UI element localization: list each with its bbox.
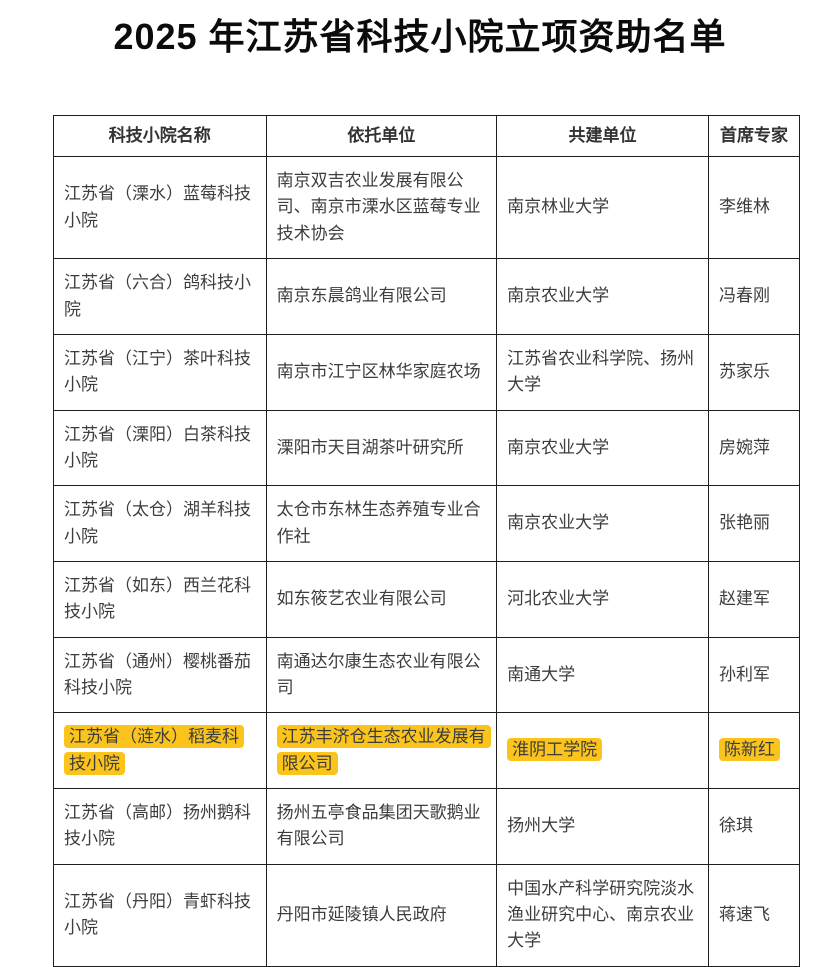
table-cell: 江苏省农业科学院、扬州大学	[496, 333, 709, 411]
table-row: 江苏省（高邮）扬州鹅科技小院 扬州五亭食品集团天歌鹅业有限公司 扬州大学 徐琪	[53, 787, 801, 865]
table-cell: 江苏省（太仓）湖羊科技小院	[53, 485, 267, 562]
highlight-mark: 陈新红	[718, 738, 780, 762]
table-cell: 如东筱艺农业有限公司	[265, 560, 498, 638]
table-cell: 苏家乐	[707, 333, 801, 411]
header-cell: 首席专家	[707, 114, 801, 158]
table-row: 江苏省（如东）西兰花科技小院 如东筱艺农业有限公司 河北农业大学 赵建军	[53, 560, 801, 638]
table-cell: 扬州大学	[496, 787, 709, 865]
table-cell: 徐琪	[707, 787, 801, 865]
header-cell: 依托单位	[265, 114, 498, 158]
table-cell: 江苏省（六合）鸽科技小院	[53, 258, 267, 335]
table-cell: 南京农业大学	[496, 409, 709, 487]
table-cell: 陈新红	[707, 712, 801, 789]
table-cell: 太仓市东林生态养殖专业合作社	[265, 485, 498, 562]
table-row-highlighted: 江苏省（涟水）稻麦科技小院 江苏丰济仓生态农业发展有限公司 淮阴工学院 陈新红	[53, 712, 801, 789]
funding-table: 科技小院名称 依托单位 共建单位 首席专家 江苏省（溧水）蓝莓科技小院 南京双吉农业发展…	[53, 114, 801, 967]
highlight-mark: 江苏丰济仓生态农业发展有限公司	[276, 725, 491, 775]
table-row: 江苏省（溧水）蓝莓科技小院 南京双吉农业发展有限公司、南京市溧水区蓝莓专业技术协会…	[53, 156, 801, 260]
table-cell: 南京双吉农业发展有限公司、南京市溧水区蓝莓专业技术协会	[265, 156, 498, 260]
table-row: 江苏省（太仓）湖羊科技小院 太仓市东林生态养殖专业合作社 南京农业大学 张艳丽	[53, 485, 801, 562]
header-cell: 科技小院名称	[53, 114, 267, 158]
table-cell: 张艳丽	[707, 485, 801, 562]
table-cell: 南京林业大学	[496, 156, 709, 260]
table-cell: 江苏省（高邮）扬州鹅科技小院	[53, 787, 267, 865]
table-cell: 江苏省（通州）樱桃番茄科技小院	[53, 636, 267, 714]
table-cell: 河北农业大学	[496, 560, 709, 638]
table-row: 江苏省（通州）樱桃番茄科技小院 南通达尔康生态农业有限公司 南通大学 孙利军	[53, 636, 801, 714]
table-cell: 溧阳市天目湖茶叶研究所	[265, 409, 498, 487]
table-cell: 赵建军	[707, 560, 801, 638]
table-cell: 江苏丰济仓生态农业发展有限公司	[265, 712, 498, 789]
highlight-mark: 淮阴工学院	[507, 738, 603, 762]
table-cell: 南通达尔康生态农业有限公司	[265, 636, 498, 714]
table-row: 江苏省（丹阳）青虾科技小院 丹阳市延陵镇人民政府 中国水产科学研究院淡水渔业研究中心…	[53, 863, 801, 967]
table-cell: 中国水产科学研究院淡水渔业研究中心、南京农业大学	[496, 863, 709, 967]
table-cell: 蒋速飞	[707, 863, 801, 967]
table-cell: 冯春刚	[707, 258, 801, 335]
table-cell: 南京农业大学	[496, 258, 709, 335]
table-body: 江苏省（溧水）蓝莓科技小院 南京双吉农业发展有限公司、南京市溧水区蓝莓专业技术协会…	[53, 156, 801, 967]
page-title: 2025 年江苏省科技小院立项资助名单	[113, 16, 727, 57]
table-row: 江苏省（六合）鸽科技小院 南京东晨鸽业有限公司 南京农业大学 冯春刚	[53, 258, 801, 335]
table-cell: 南京市江宁区林华家庭农场	[265, 333, 498, 411]
table-cell: 江苏省（溧阳）白茶科技小院	[53, 409, 267, 487]
table-cell: 南通大学	[496, 636, 709, 714]
highlight-mark: 江苏省（涟水）稻麦科技小院	[64, 725, 244, 775]
table-cell: 江苏省（如东）西兰花科技小院	[53, 560, 267, 638]
table-cell: 丹阳市延陵镇人民政府	[265, 863, 498, 967]
table-cell: 淮阴工学院	[496, 712, 709, 789]
table-cell: 房婉萍	[707, 409, 801, 487]
table-cell: 江苏省（江宁）茶叶科技小院	[53, 333, 267, 411]
table-cell: 李维林	[707, 156, 801, 260]
table-row: 江苏省（江宁）茶叶科技小院 南京市江宁区林华家庭农场 江苏省农业科学院、扬州大学 苏家…	[53, 333, 801, 411]
table-cell: 江苏省（涟水）稻麦科技小院	[53, 712, 267, 789]
table-cell: 孙利军	[707, 636, 801, 714]
table-header-row: 科技小院名称 依托单位 共建单位 首席专家	[53, 114, 801, 158]
table-cell: 扬州五亭食品集团天歌鹅业有限公司	[265, 787, 498, 865]
table-cell: 南京农业大学	[496, 485, 709, 562]
table-row: 江苏省（溧阳）白茶科技小院 溧阳市天目湖茶叶研究所 南京农业大学 房婉萍	[53, 409, 801, 487]
table-cell: 南京东晨鸽业有限公司	[265, 258, 498, 335]
table-cell: 江苏省（溧水）蓝莓科技小院	[53, 156, 267, 260]
header-cell: 共建单位	[496, 114, 709, 158]
table-cell: 江苏省（丹阳）青虾科技小院	[53, 863, 267, 967]
